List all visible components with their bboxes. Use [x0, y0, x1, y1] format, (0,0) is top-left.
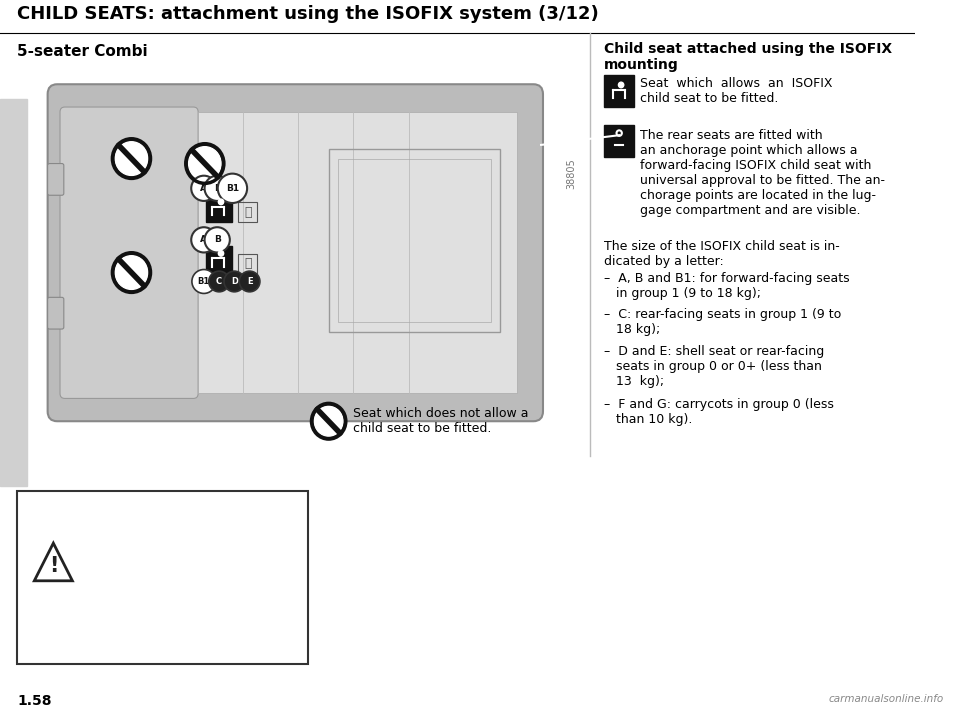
Text: –  C: rear-facing seats in group 1 (9 to
   18 kg);: – C: rear-facing seats in group 1 (9 to … — [604, 308, 841, 337]
Circle shape — [314, 406, 343, 436]
FancyBboxPatch shape — [48, 297, 63, 329]
Text: C: C — [216, 277, 222, 286]
Text: 5-seater Combi: 5-seater Combi — [17, 43, 148, 59]
Text: Seat which does not allow a
child seat to be fitted.: Seat which does not allow a child seat t… — [353, 408, 529, 435]
Circle shape — [218, 251, 224, 256]
Text: B: B — [214, 184, 221, 193]
Text: A: A — [201, 235, 207, 244]
Circle shape — [115, 142, 148, 175]
FancyBboxPatch shape — [48, 163, 63, 195]
Text: ⛯: ⛯ — [244, 257, 252, 270]
Text: B1: B1 — [198, 277, 210, 286]
Text: B1: B1 — [226, 184, 239, 193]
Text: carmanualsonline.info: carmanualsonline.info — [828, 694, 944, 704]
Text: 1.58: 1.58 — [17, 694, 52, 708]
FancyBboxPatch shape — [60, 107, 198, 398]
Text: E: E — [247, 277, 252, 286]
FancyBboxPatch shape — [48, 84, 543, 421]
Text: B: B — [214, 235, 221, 244]
Text: –  A, B and B1: for forward-facing seats
   in group 1 (9 to 18 kg);: – A, B and B1: for forward-facing seats … — [604, 271, 850, 300]
Bar — [238, 202, 257, 222]
Bar — [0, 0, 915, 33]
Bar — [606, 127, 633, 155]
Text: CHILD SEATS: attachment using the ISOFIX system (3/12): CHILD SEATS: attachment using the ISOFIX… — [17, 5, 599, 23]
Circle shape — [115, 256, 148, 290]
Text: D: D — [230, 277, 238, 286]
Text: The size of the ISOFIX child seat is in-
dicated by a letter:: The size of the ISOFIX child seat is in-… — [604, 240, 840, 268]
Text: ⛯: ⛯ — [244, 206, 252, 219]
Text: !: ! — [49, 556, 58, 576]
Circle shape — [185, 143, 224, 183]
Circle shape — [188, 147, 221, 180]
Text: Using a child safety system
which is not approved for
this vehicle will not corr: Using a child safety system which is not… — [88, 510, 308, 584]
Circle shape — [311, 403, 346, 439]
Text: Seat  which  allows  an  ISOFIX
child seat to be fitted.: Seat which allows an ISOFIX child seat t… — [640, 77, 832, 105]
Bar — [238, 253, 257, 273]
Bar — [198, 112, 517, 393]
Polygon shape — [35, 543, 72, 581]
Text: –  D and E: shell seat or rear-facing
   seats in group 0 or 0+ (less than
   13: – D and E: shell seat or rear-facing sea… — [604, 345, 825, 388]
Circle shape — [218, 199, 224, 204]
Bar — [0, 99, 27, 486]
Circle shape — [112, 138, 151, 178]
Text: Child seat attached using the ISOFIX
mounting: Child seat attached using the ISOFIX mou… — [604, 42, 892, 72]
Bar — [205, 195, 232, 222]
Text: A: A — [201, 184, 207, 193]
Circle shape — [618, 82, 624, 88]
Text: The rear seats are fitted with
an anchorage point which allows a
forward-facing : The rear seats are fitted with an anchor… — [640, 129, 885, 217]
Bar — [205, 246, 232, 273]
Bar — [338, 158, 491, 322]
Bar — [604, 75, 635, 107]
Text: 38805: 38805 — [566, 158, 577, 189]
Circle shape — [112, 253, 151, 293]
Bar — [17, 491, 308, 664]
Text: –  F and G: carrycots in group 0 (less
   than 10 kg).: – F and G: carrycots in group 0 (less th… — [604, 398, 834, 427]
Bar — [606, 77, 633, 105]
Bar — [604, 125, 635, 157]
Bar — [328, 148, 500, 332]
